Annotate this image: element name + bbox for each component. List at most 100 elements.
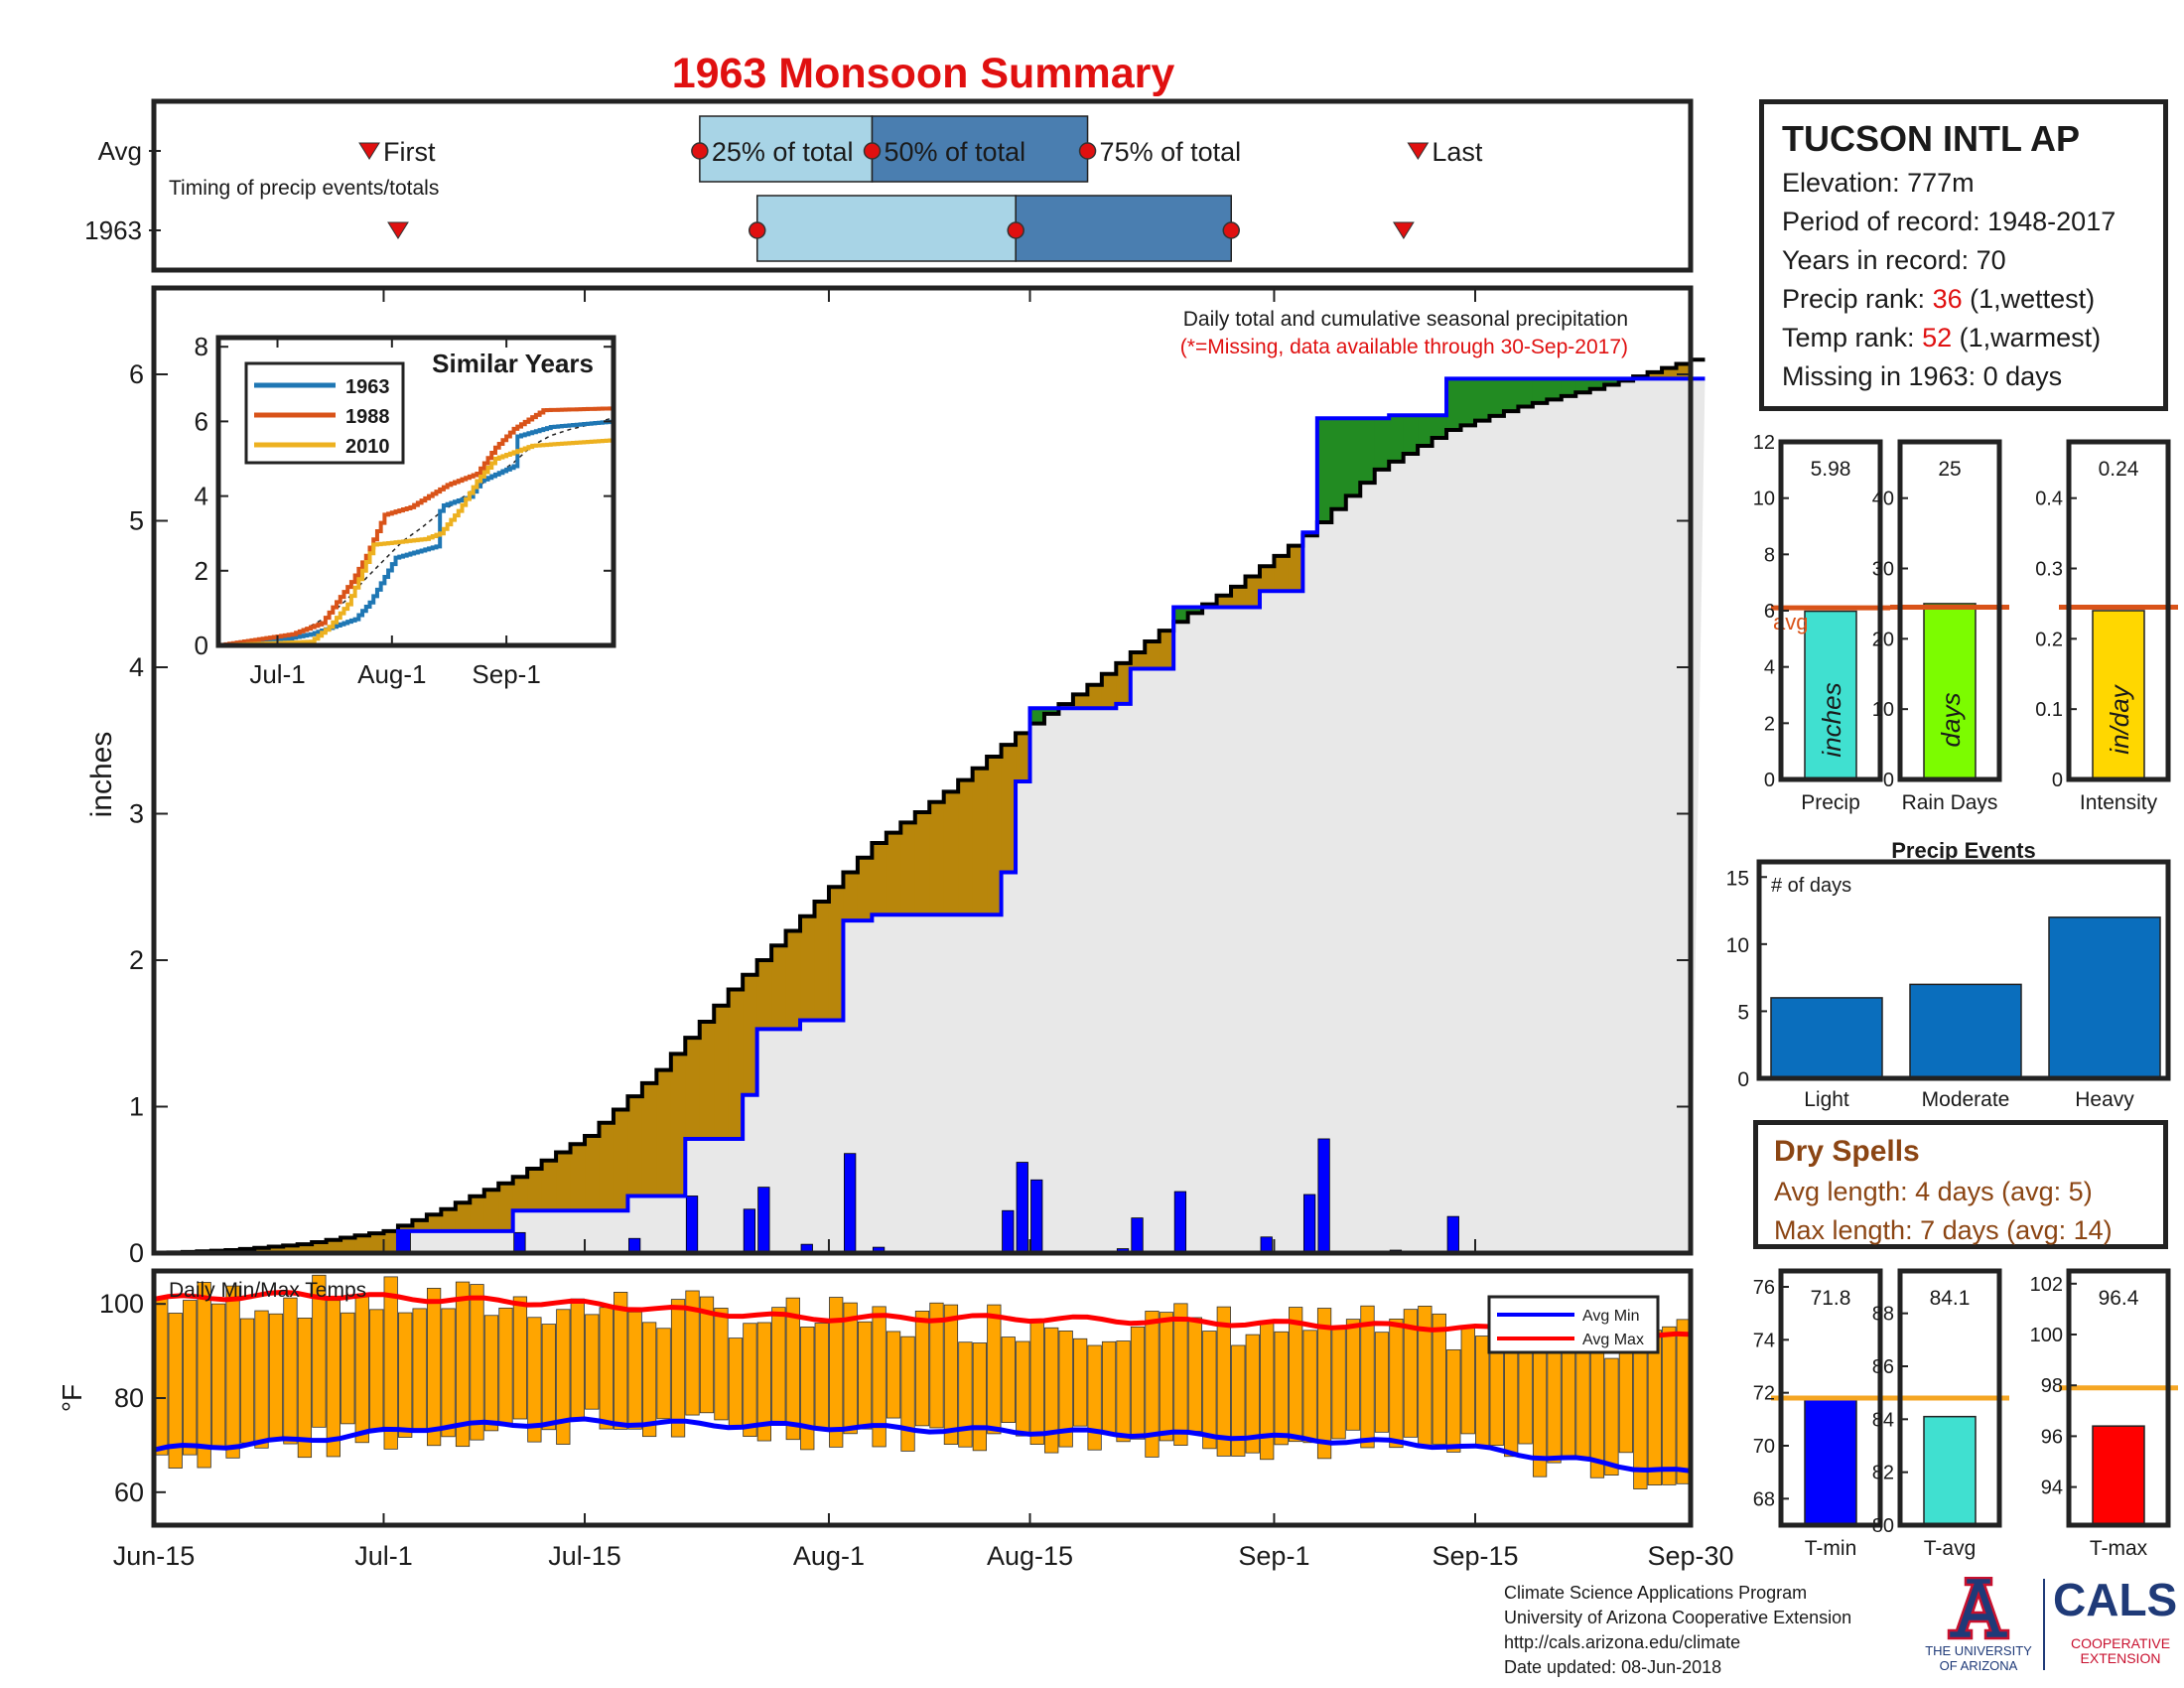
daily-precip-bar bbox=[757, 1187, 770, 1254]
daily-temp-bar bbox=[398, 1312, 413, 1438]
daily-temp-bar bbox=[987, 1304, 1002, 1435]
temp-avgs-xlabel: T-max bbox=[2090, 1537, 2148, 1560]
daily-temp-bar bbox=[1173, 1303, 1188, 1446]
daily-temp-bar bbox=[958, 1341, 973, 1448]
precip-surplus-area bbox=[1187, 607, 1203, 614]
daily-temp-bar bbox=[1374, 1332, 1390, 1433]
precip-deficit-area bbox=[1087, 684, 1103, 709]
daily-temp-bar bbox=[785, 1297, 800, 1441]
timing-row-label: 1963 bbox=[84, 215, 142, 245]
daily-precip-bar bbox=[1016, 1162, 1028, 1254]
temp-avgs-bar-t-max bbox=[2092, 1425, 2145, 1526]
precip-deficit-area bbox=[743, 974, 758, 1095]
precip-deficit-area bbox=[714, 1005, 730, 1139]
precip-deficit-area bbox=[283, 1245, 299, 1253]
temp-avgs-value-label: 84.1 bbox=[1930, 1287, 1971, 1310]
dry-spells-title: Dry Spells bbox=[1774, 1135, 1920, 1168]
precip-ytick-label: 4 bbox=[129, 652, 144, 682]
totals-avg-label: avg bbox=[1773, 610, 1808, 634]
precip-deficit-area bbox=[857, 857, 873, 921]
timing-y1963-triangle-first bbox=[387, 221, 409, 239]
daily-temp-bar bbox=[886, 1331, 901, 1419]
daily-temp-bar bbox=[1331, 1327, 1346, 1440]
daily-temp-bar bbox=[914, 1311, 930, 1427]
daily-temp-bar bbox=[498, 1307, 513, 1426]
events-ylabel: # of days bbox=[1771, 875, 1851, 897]
precip-deficit-area bbox=[312, 1241, 328, 1253]
inset-xtick-label: Aug-1 bbox=[357, 659, 426, 689]
precip-deficit-area bbox=[1647, 371, 1663, 379]
temps-frame bbox=[151, 1268, 1694, 1528]
precip-frame bbox=[151, 285, 1694, 1256]
university-of-arizona-logo bbox=[1947, 1577, 2010, 1640]
precip-surplus-area bbox=[1518, 378, 1534, 407]
timing-y1963-marker-p50 bbox=[1007, 221, 1024, 239]
precip-deficit-area bbox=[441, 1208, 457, 1231]
totals-ytick-label: 0 bbox=[1883, 770, 1894, 791]
precip-deficit-area bbox=[627, 1096, 643, 1196]
totals-ytick-label: 2 bbox=[1764, 713, 1775, 735]
daily-temp-bar bbox=[585, 1314, 600, 1410]
precip-deficit-area bbox=[987, 756, 1003, 915]
timing-y1963-box-25-50 bbox=[755, 195, 1017, 262]
totals-unit-label: days bbox=[1936, 693, 1966, 748]
precip-deficit-area bbox=[1016, 733, 1031, 782]
totals-ytick-label: 0.2 bbox=[2035, 629, 2063, 650]
precip-deficit-area bbox=[800, 915, 815, 1021]
precip-deficit-area bbox=[756, 960, 772, 1030]
temp-avgs-ytick-label: 88 bbox=[1872, 1304, 1894, 1326]
daily-temp-bar bbox=[1001, 1336, 1016, 1423]
daily-temp-bar bbox=[1087, 1344, 1102, 1451]
inset-xtick-label: Jul-1 bbox=[249, 659, 305, 689]
daily-temp-bar bbox=[972, 1342, 988, 1452]
daily-temp-bar bbox=[1130, 1326, 1146, 1440]
temps-ytick-label: 80 bbox=[114, 1383, 144, 1413]
precip-surplus-area bbox=[1575, 378, 1591, 393]
precip-deficit-area bbox=[412, 1219, 428, 1231]
precip-surplus-area bbox=[1403, 415, 1419, 454]
precip-deficit-area bbox=[498, 1183, 514, 1231]
precip-surplus-area bbox=[1547, 378, 1563, 400]
daily-temp-bar bbox=[556, 1309, 571, 1445]
timing-avg-marker-p75 bbox=[1078, 142, 1097, 160]
timing-frame bbox=[151, 98, 1694, 273]
daily-precip-bar bbox=[1446, 1215, 1459, 1254]
precip-deficit-area bbox=[556, 1152, 572, 1211]
timing-y1963-marker-p75 bbox=[1222, 221, 1240, 239]
daily-temp-bar bbox=[268, 1313, 284, 1442]
timing-label-last: Last bbox=[1432, 137, 1483, 167]
totals-value-label: 5.98 bbox=[1811, 458, 1851, 481]
daily-temp-bar bbox=[354, 1296, 369, 1444]
totals-ytick-label: 10 bbox=[1872, 699, 1894, 721]
precip-deficit-area bbox=[1072, 694, 1088, 709]
precip-common-area bbox=[154, 378, 1706, 1253]
university-of-arizona-wordmark: THE UNIVERSITY OF ARIZONA bbox=[1925, 1643, 2032, 1673]
precip-deficit-area bbox=[1231, 586, 1247, 608]
precip-deficit-area bbox=[958, 779, 974, 915]
totals-panel-frame bbox=[1778, 439, 1883, 782]
legend-label-2010: 2010 bbox=[345, 436, 390, 458]
logo-divider bbox=[2043, 1579, 2045, 1670]
temp-avgs-ytick-label: 98 bbox=[2041, 1375, 2063, 1397]
temp-avgs-xlabel: T-avg bbox=[1924, 1537, 1977, 1560]
precip-deficit-area bbox=[254, 1247, 270, 1253]
totals-ytick-label: 12 bbox=[1753, 432, 1775, 454]
events-ytick-label: 0 bbox=[1737, 1068, 1749, 1091]
similar-years-line-1988 bbox=[218, 406, 615, 647]
precip-deficit-area bbox=[814, 902, 830, 1021]
totals-xlabel: Precip bbox=[1801, 791, 1860, 814]
daily-temp-bar bbox=[1058, 1330, 1073, 1448]
timing-avg-marker-p50 bbox=[863, 142, 882, 160]
precip-ytick-label: 6 bbox=[129, 359, 144, 389]
precip-deficit-area bbox=[470, 1196, 485, 1231]
precip-deficit-area bbox=[685, 1038, 701, 1139]
precip-surplus-area bbox=[1432, 415, 1447, 439]
temp-avgs-ytick-label: 86 bbox=[1872, 1356, 1894, 1378]
precip-deficit-area bbox=[383, 1230, 399, 1253]
daily-precip-bar bbox=[743, 1208, 756, 1254]
timing-label-first: First bbox=[383, 137, 436, 167]
precip-deficit-area bbox=[512, 1177, 528, 1211]
daily-precip-bar bbox=[844, 1153, 857, 1254]
daily-temp-bar bbox=[254, 1310, 269, 1449]
events-ytick-label: 10 bbox=[1726, 934, 1749, 957]
